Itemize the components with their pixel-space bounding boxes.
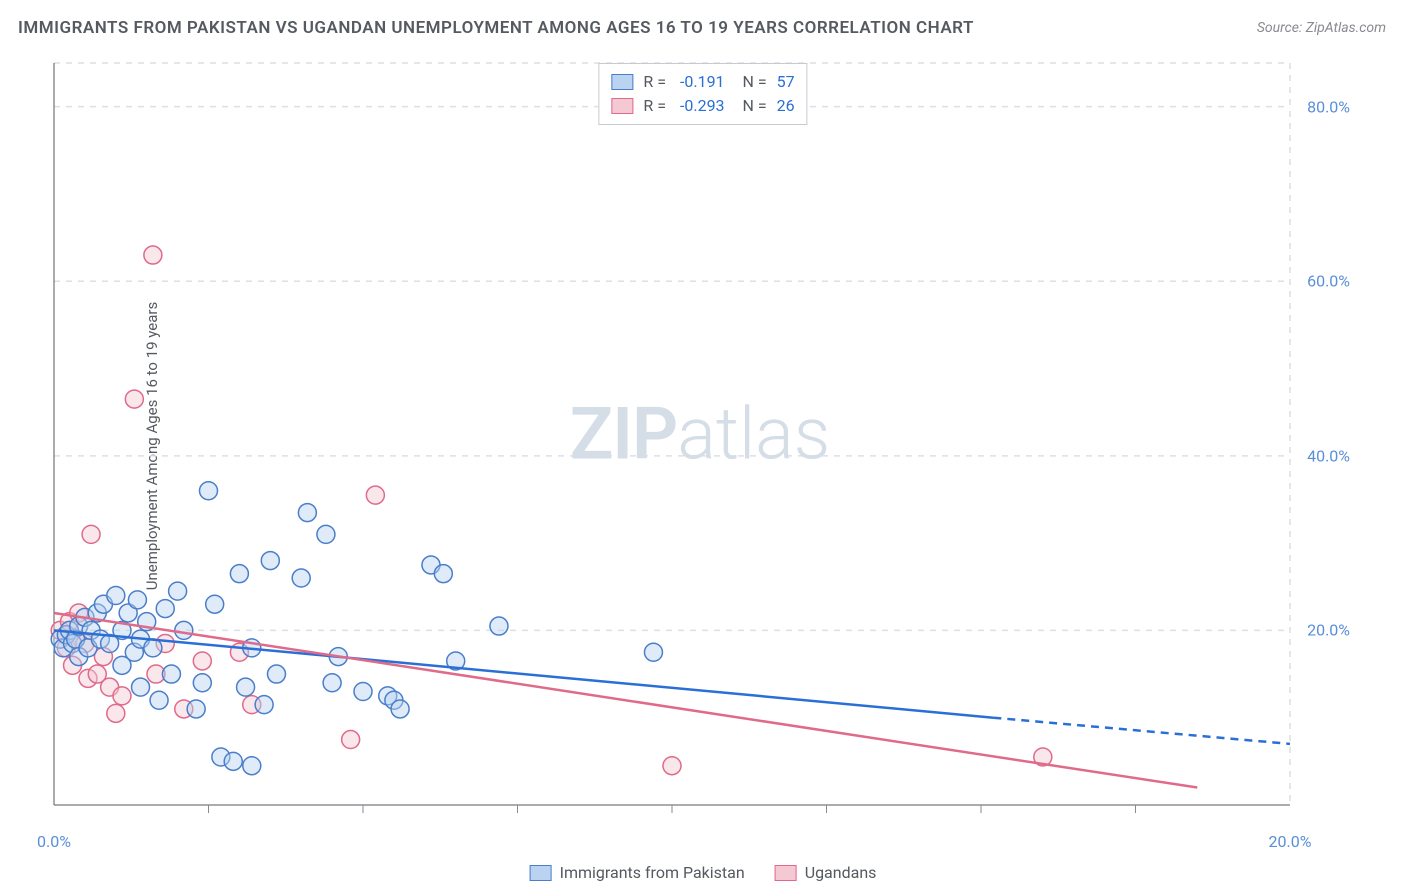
legend-item-pakistan: Immigrants from Pakistan bbox=[530, 863, 745, 882]
swatch-blue-icon bbox=[530, 865, 552, 881]
x-tick-label: 20.0% bbox=[1269, 832, 1312, 851]
series-legend: Immigrants from Pakistan Ugandans bbox=[530, 863, 877, 882]
y-tick-label: 80.0% bbox=[1307, 97, 1350, 116]
plot-area: ZIPatlas 20.0%40.0%60.0%80.0% 0.0%20.0% bbox=[50, 55, 1350, 845]
y-tick-label: 40.0% bbox=[1307, 446, 1350, 465]
legend-label-pakistan: Immigrants from Pakistan bbox=[560, 863, 745, 882]
chart-title: IMMIGRANTS FROM PAKISTAN VS UGANDAN UNEM… bbox=[18, 18, 974, 38]
x-tick-label: 0.0% bbox=[37, 832, 71, 851]
swatch-blue-icon bbox=[611, 74, 633, 90]
correlation-legend: R = -0.191 N = 57 R = -0.293 N = 26 bbox=[598, 63, 807, 125]
swatch-pink-icon bbox=[611, 98, 633, 114]
correlation-row-blue: R = -0.191 N = 57 bbox=[611, 70, 794, 94]
r-label: R = bbox=[643, 94, 670, 118]
swatch-pink-icon bbox=[775, 865, 797, 881]
legend-item-ugandans: Ugandans bbox=[775, 863, 877, 882]
correlation-row-pink: R = -0.293 N = 26 bbox=[611, 94, 794, 118]
r-value-pink: -0.293 bbox=[680, 94, 725, 118]
y-tick-label: 60.0% bbox=[1307, 272, 1350, 291]
r-label: R = bbox=[643, 70, 670, 94]
legend-label-ugandans: Ugandans bbox=[805, 863, 877, 882]
r-value-blue: -0.191 bbox=[680, 70, 725, 94]
y-tick-label: 20.0% bbox=[1307, 621, 1350, 640]
n-value-blue: 57 bbox=[777, 70, 795, 94]
n-label: N = bbox=[735, 94, 767, 118]
source-attribution: Source: ZipAtlas.com bbox=[1257, 20, 1386, 36]
scatter-plot-svg bbox=[50, 55, 1350, 845]
n-label: N = bbox=[735, 70, 767, 94]
n-value-pink: 26 bbox=[777, 94, 795, 118]
